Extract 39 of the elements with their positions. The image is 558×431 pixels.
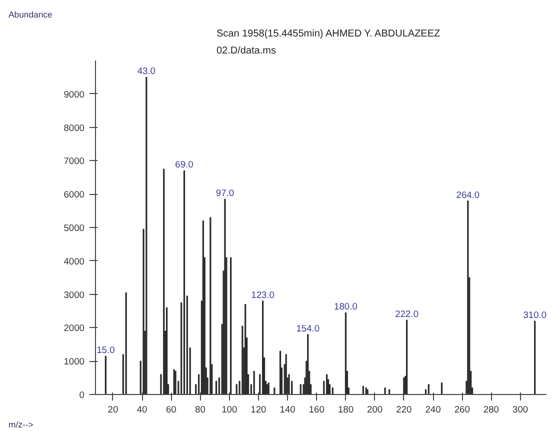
y-tick-label: 3000 [64,290,85,300]
annotation: 97.0 [216,188,234,198]
y-tick-label: 5000 [64,223,85,233]
x-tick-label: 120 [250,404,266,414]
annotation: 15.0 [96,345,115,356]
x-tick-label: 60 [166,404,176,414]
chart-title: Scan 1958(15.4455min) AHMED Y. ABDULAZEEZ [216,28,440,40]
y-tick-label: 0 [79,390,85,400]
x-tick-label: 40 [136,404,148,414]
annotation: 43.0 [137,66,156,76]
x-tick-label: 180 [338,404,354,414]
y-tick-label: 4000 [64,256,85,266]
x-axis-title: m/z--> [8,420,34,430]
y-axis-title: Abundance [8,10,52,20]
x-tick-label: 200 [367,404,383,414]
x-tick-label: 140 [280,404,296,414]
annotation: 310.0 [523,310,547,320]
y-tick-label: 6000 [64,190,85,200]
x-tick-label: 100 [222,404,238,414]
y-tick-label: 7000 [64,156,85,166]
x-tick-label: 80 [195,404,206,414]
chart-subtitle: 02.D/data.ms [216,46,276,56]
x-tick-label: 300 [512,404,528,414]
x-tick-label: 160 [308,404,324,414]
x-tick-label: 260 [454,404,470,414]
annotation: 123.0 [251,290,274,300]
x-tick-label: 220 [396,404,412,414]
annotation: 222.0 [395,309,419,320]
x-tick-label: 280 [483,404,500,414]
y-tick-label: 9000 [64,89,85,100]
y-tick-label: 2000 [64,323,85,334]
y-tick-label: 8000 [64,122,85,133]
annotation: 154.0 [296,323,320,334]
x-tick-label: 20 [108,404,118,414]
annotation: 264.0 [456,190,480,200]
annotation: 69.0 [175,160,194,170]
x-tick-label: 240 [425,404,441,414]
annotation: 180.0 [334,302,358,312]
y-tick-label: 1000 [64,356,85,367]
